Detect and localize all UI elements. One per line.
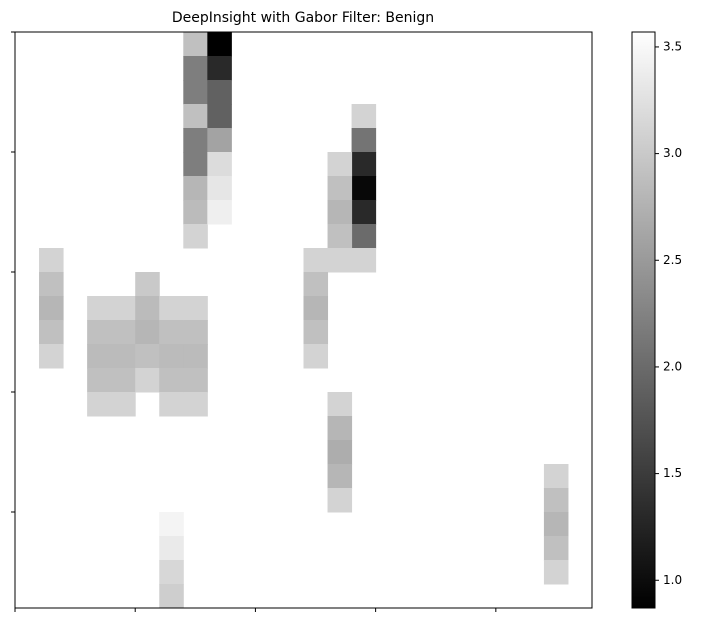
heatmap-cell — [543, 512, 569, 537]
heatmap-cell — [327, 176, 353, 201]
heatmap-cell — [87, 320, 112, 345]
heatmap-cell — [39, 320, 64, 345]
colorbar-tick-label: 3.0 — [663, 146, 682, 160]
heatmap-cell — [351, 128, 377, 153]
heatmap-cell — [327, 248, 353, 273]
heatmap-cell — [327, 488, 353, 513]
heatmap-cell — [183, 296, 208, 321]
heatmap-cell — [135, 368, 160, 393]
heatmap-cell — [543, 464, 569, 489]
heatmap-cell — [111, 344, 136, 369]
heatmap-cell — [183, 368, 208, 393]
heatmap-cell — [351, 176, 377, 201]
heatmap-cell — [183, 224, 208, 249]
heatmap-cell — [159, 584, 184, 609]
heatmap-cell — [183, 320, 208, 345]
heatmap-cell — [159, 344, 184, 369]
heatmap-cell — [87, 344, 112, 369]
heatmap-cell — [183, 200, 208, 225]
heatmap-cell — [159, 512, 184, 537]
heatmap-cell — [327, 224, 353, 249]
colorbar-tick-label: 2.0 — [663, 359, 682, 373]
heatmap-cell — [207, 104, 232, 129]
heatmap-cell — [327, 464, 353, 489]
heatmap-cell — [135, 344, 160, 369]
heatmap-cell — [327, 440, 353, 465]
heatmap-cell — [183, 152, 208, 177]
heatmap-cell — [207, 152, 232, 177]
heatmap-cell — [111, 320, 136, 345]
heatmap-cell — [207, 32, 232, 57]
heatmap-cell — [183, 176, 208, 201]
heatmap-cell — [543, 488, 569, 513]
heatmap-cell — [327, 200, 353, 225]
heatmap-cell — [183, 104, 208, 129]
heatmap-cell — [183, 392, 208, 417]
heatmap-cell — [207, 176, 232, 201]
heatmap-cell — [39, 344, 64, 369]
plot-frame — [14, 31, 593, 609]
heatmap-cell — [303, 296, 329, 321]
heatmap-cell — [351, 152, 377, 177]
heatmap-cell — [159, 320, 184, 345]
heatmap-cell — [183, 80, 208, 105]
heatmap-cell — [183, 128, 208, 153]
colorbar — [632, 32, 655, 608]
chart-title: DeepInsight with Gabor Filter: Benign — [172, 10, 434, 26]
heatmap-cell — [327, 392, 353, 417]
heatmap-cell — [159, 560, 184, 585]
heatmap-cell — [183, 32, 208, 57]
heatmap-cell — [87, 392, 112, 417]
colorbar-tick-label: 2.5 — [663, 253, 682, 267]
heatmap-cell — [159, 536, 184, 561]
heatmap-cell — [351, 224, 377, 249]
heatmap-cell — [303, 272, 329, 297]
heatmap-cell — [39, 248, 64, 273]
heatmap-cell — [351, 104, 377, 129]
heatmap-cell — [159, 392, 184, 417]
heatmap-cell — [327, 416, 353, 441]
heatmap-cell — [351, 248, 377, 273]
heatmap-cell — [207, 128, 232, 153]
heatmap-cell — [351, 200, 377, 225]
colorbar-tick-label: 3.5 — [663, 39, 682, 53]
heatmap-cell — [207, 200, 232, 225]
heatmap-cell — [159, 368, 184, 393]
heatmap-cell — [39, 272, 64, 297]
heatmap-cell — [543, 536, 569, 561]
heatmap-cell — [303, 248, 329, 273]
heatmap-cell — [135, 296, 160, 321]
heatmap-cell — [303, 344, 329, 369]
heatmap-cell — [543, 560, 569, 585]
colorbar-frame — [631, 31, 656, 609]
heatmap-cell — [327, 152, 353, 177]
colorbar-tick-label: 1.5 — [663, 466, 682, 480]
heatmap-cell — [207, 56, 232, 81]
colorbar-tick-label: 1.0 — [663, 573, 682, 587]
heatmap-cell — [303, 320, 329, 345]
heatmap-cell — [111, 296, 136, 321]
heatmap-cell — [183, 344, 208, 369]
heatmap-cell — [159, 296, 184, 321]
heatmap-cell — [135, 272, 160, 297]
heatmap-cell — [135, 320, 160, 345]
heatmap-cell — [111, 392, 136, 417]
heatmap-cell — [111, 368, 136, 393]
heatmap-cells — [39, 32, 569, 609]
heatmap-cell — [207, 80, 232, 105]
heatmap-cell — [183, 56, 208, 81]
heatmap-cell — [39, 296, 64, 321]
heatmap-cell — [87, 296, 112, 321]
heatmap-cell — [87, 368, 112, 393]
